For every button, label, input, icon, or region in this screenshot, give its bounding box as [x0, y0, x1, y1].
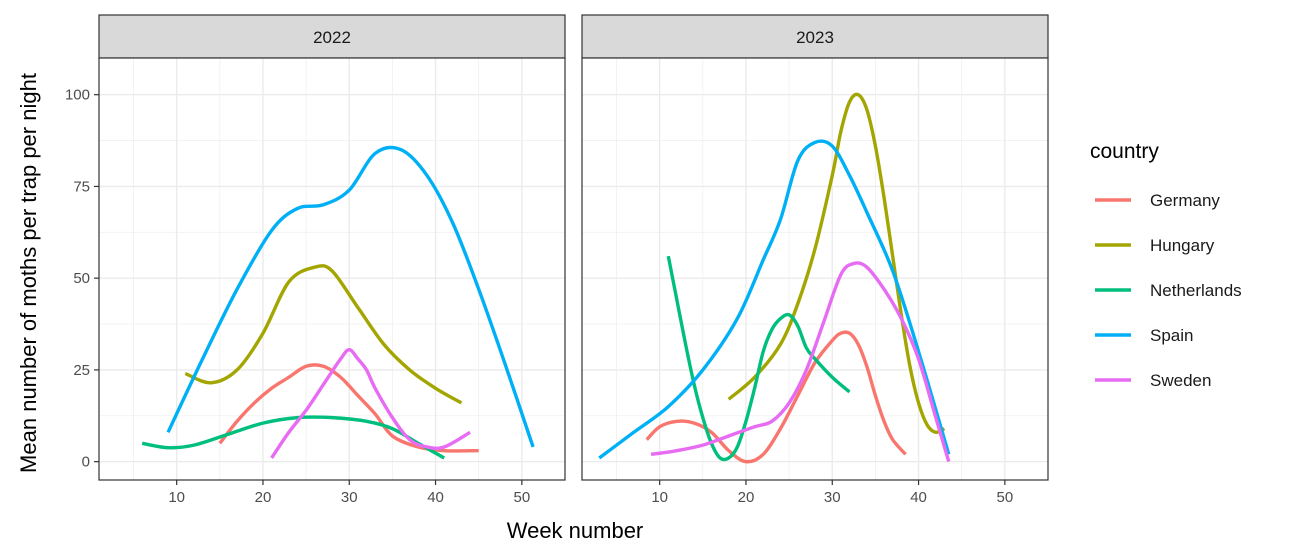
x-tick-label: 10 [168, 489, 185, 506]
x-tick-label: 50 [997, 489, 1014, 506]
x-tick-label: 20 [738, 489, 755, 506]
series-line-netherlands-2023 [666, 255, 851, 462]
panel-border [581, 57, 1049, 481]
legend-label-sweden: Sweden [1150, 371, 1211, 390]
series-line-spain-2022 [166, 145, 535, 448]
y-tick-label: 100 [65, 87, 90, 104]
legend-label-spain: Spain [1150, 326, 1193, 345]
x-tick-label: 40 [427, 489, 444, 506]
legend-label-germany: Germany [1150, 191, 1220, 210]
x-tick-label: 40 [910, 489, 927, 506]
legend-entry-germany: Germany [1095, 191, 1220, 210]
legend-entry-hungary: Hungary [1095, 236, 1215, 255]
series-line-hungary-2023 [727, 92, 946, 435]
x-tick-label: 10 [651, 489, 668, 506]
panels-layer: 2022 10 20 30 40 50 0 25 50 75 100 2023 10 20 30 40 50 [65, 14, 1049, 506]
y-tick-label: 50 [73, 270, 90, 287]
strip-label-2023: 2023 [796, 28, 834, 47]
series-line-germany-2023 [645, 330, 907, 464]
panel-border [98, 57, 566, 481]
strip-background [98, 14, 566, 59]
strip-label-2022: 2022 [313, 28, 351, 47]
legend-entries: Germany Hungary Netherlands Spain Sweden [1095, 191, 1242, 390]
series-line-netherlands-2022 [141, 415, 446, 460]
legend-entry-sweden: Sweden [1095, 371, 1211, 390]
y-tick-label: 25 [73, 362, 90, 379]
gridlines [582, 58, 1048, 480]
legend-label-netherlands: Netherlands [1150, 281, 1242, 300]
series-line-sweden-2022 [270, 348, 471, 459]
y-tick-label: 75 [73, 178, 90, 195]
x-tick-label: 50 [514, 489, 531, 506]
series-line-spain-2023 [598, 139, 951, 460]
series-line-sweden-2023 [650, 261, 951, 463]
legend-entry-spain: Spain [1095, 326, 1193, 345]
x-tick-label: 30 [341, 489, 358, 506]
y-axis-title: Mean number of moths per trap per night [16, 73, 41, 473]
x-axis-title: Week number [507, 518, 644, 543]
series-line-hungary-2022 [184, 264, 463, 405]
panel-2022: 2022 10 20 30 40 50 0 25 50 75 100 [65, 14, 566, 506]
x-tick-label: 30 [824, 489, 841, 506]
legend: country Germany Hungary Netherlands Spain Sw… [1090, 140, 1242, 390]
panel-2023: 2023 10 20 30 40 50 [581, 14, 1049, 506]
panel-background [582, 58, 1048, 480]
legend-entry-netherlands: Netherlands [1095, 281, 1242, 300]
x-tick-label: 20 [255, 489, 272, 506]
y-tick-label: 0 [82, 454, 90, 471]
legend-title: country [1090, 140, 1159, 163]
legend-label-hungary: Hungary [1150, 236, 1215, 255]
